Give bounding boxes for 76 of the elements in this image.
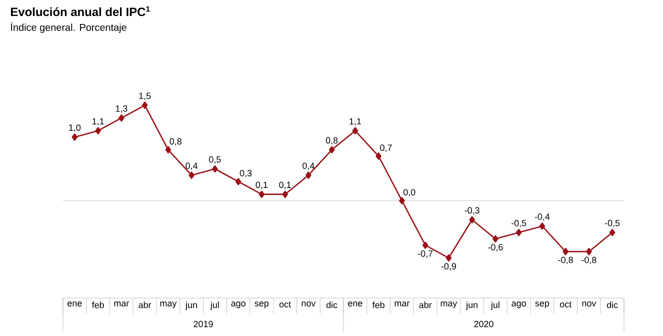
x-tick-label: may — [160, 302, 177, 308]
text: 2020 — [474, 320, 494, 328]
data-label: 0,8 — [170, 138, 182, 146]
point — [72, 133, 78, 141]
x-tick-label: oct — [560, 302, 572, 308]
x-tick-label: feb — [372, 302, 384, 308]
data-label: 0,4 — [186, 162, 198, 170]
point — [376, 152, 382, 160]
x-tick-label: oct — [279, 302, 291, 308]
x-tick-label: ago — [231, 302, 246, 308]
data-label: 0,4 — [302, 162, 314, 170]
x-tick-label: mar — [114, 302, 130, 306]
data-label: -0,4 — [534, 214, 550, 221]
point — [352, 127, 358, 134]
data-label: -0,5 — [512, 220, 526, 228]
data-label: 1,5 — [139, 92, 151, 100]
point — [188, 172, 194, 179]
point — [609, 228, 616, 236]
x-tick-label: jun — [466, 302, 478, 310]
data-label: 0,3 — [240, 170, 252, 178]
data-label: 0,7 — [380, 144, 392, 152]
x-tick-label: mar — [394, 302, 410, 306]
x-tick-label: sep — [535, 302, 550, 308]
x-tick-label: jun — [185, 302, 197, 310]
point — [165, 146, 172, 154]
data-label: 1,0 — [69, 124, 81, 132]
x-tick-label: ene — [68, 302, 82, 306]
x-tick-label: nov — [582, 302, 596, 306]
text: 2019 — [194, 320, 213, 328]
point — [142, 102, 148, 109]
x-tick-label: jul — [490, 302, 500, 310]
x-tick-label: ene — [348, 302, 362, 306]
data-label: -0,9 — [441, 263, 456, 271]
data-label: 1,1 — [92, 118, 104, 126]
x-tick-label: dic — [606, 302, 618, 308]
data-label: 0,1 — [256, 182, 268, 190]
point — [212, 165, 218, 173]
point — [469, 216, 475, 224]
x-tick-label: jul — [210, 302, 219, 310]
data-label: 0,0 — [403, 189, 416, 196]
point — [282, 190, 288, 198]
x-tick-label: may — [440, 302, 458, 308]
data-label: 0,8 — [326, 137, 338, 145]
data-label: -0,7 — [418, 250, 433, 258]
x-tick-label: ago — [512, 302, 526, 308]
data-label: -0,6 — [488, 244, 503, 252]
point — [586, 248, 592, 256]
point — [118, 114, 124, 122]
data-label: 1,1 — [350, 118, 361, 126]
chart-title: Evolución anual del IPC$^{1}$ — [10, 6, 150, 16]
data-label: -0,8 — [558, 256, 573, 264]
x-tick-label: sep — [254, 302, 269, 308]
data-label: 1,3 — [116, 105, 128, 113]
chart-subtitle: Índice general. Porcentaje — [10, 22, 126, 33]
x-tick-label: dic — [326, 302, 338, 308]
data-label: -0,3 — [464, 207, 480, 215]
point — [306, 172, 312, 179]
data-label: 0,1 — [279, 182, 291, 190]
point — [328, 146, 335, 154]
point — [399, 197, 405, 204]
x-tick-label: feb — [92, 302, 104, 308]
point — [446, 254, 452, 262]
point — [235, 178, 242, 186]
point — [539, 222, 546, 230]
point — [95, 127, 101, 134]
data-label: 0,5 — [209, 156, 221, 164]
point — [258, 190, 265, 198]
point — [422, 242, 428, 249]
data-label: -0,5 — [605, 220, 620, 228]
point — [516, 228, 522, 236]
x-tick-label: abr — [138, 302, 152, 308]
x-tick-label: abr — [419, 302, 432, 308]
point — [562, 248, 568, 256]
x-tick-label: nov — [302, 302, 316, 306]
data-label: -0,8 — [582, 256, 596, 264]
point — [492, 235, 498, 242]
